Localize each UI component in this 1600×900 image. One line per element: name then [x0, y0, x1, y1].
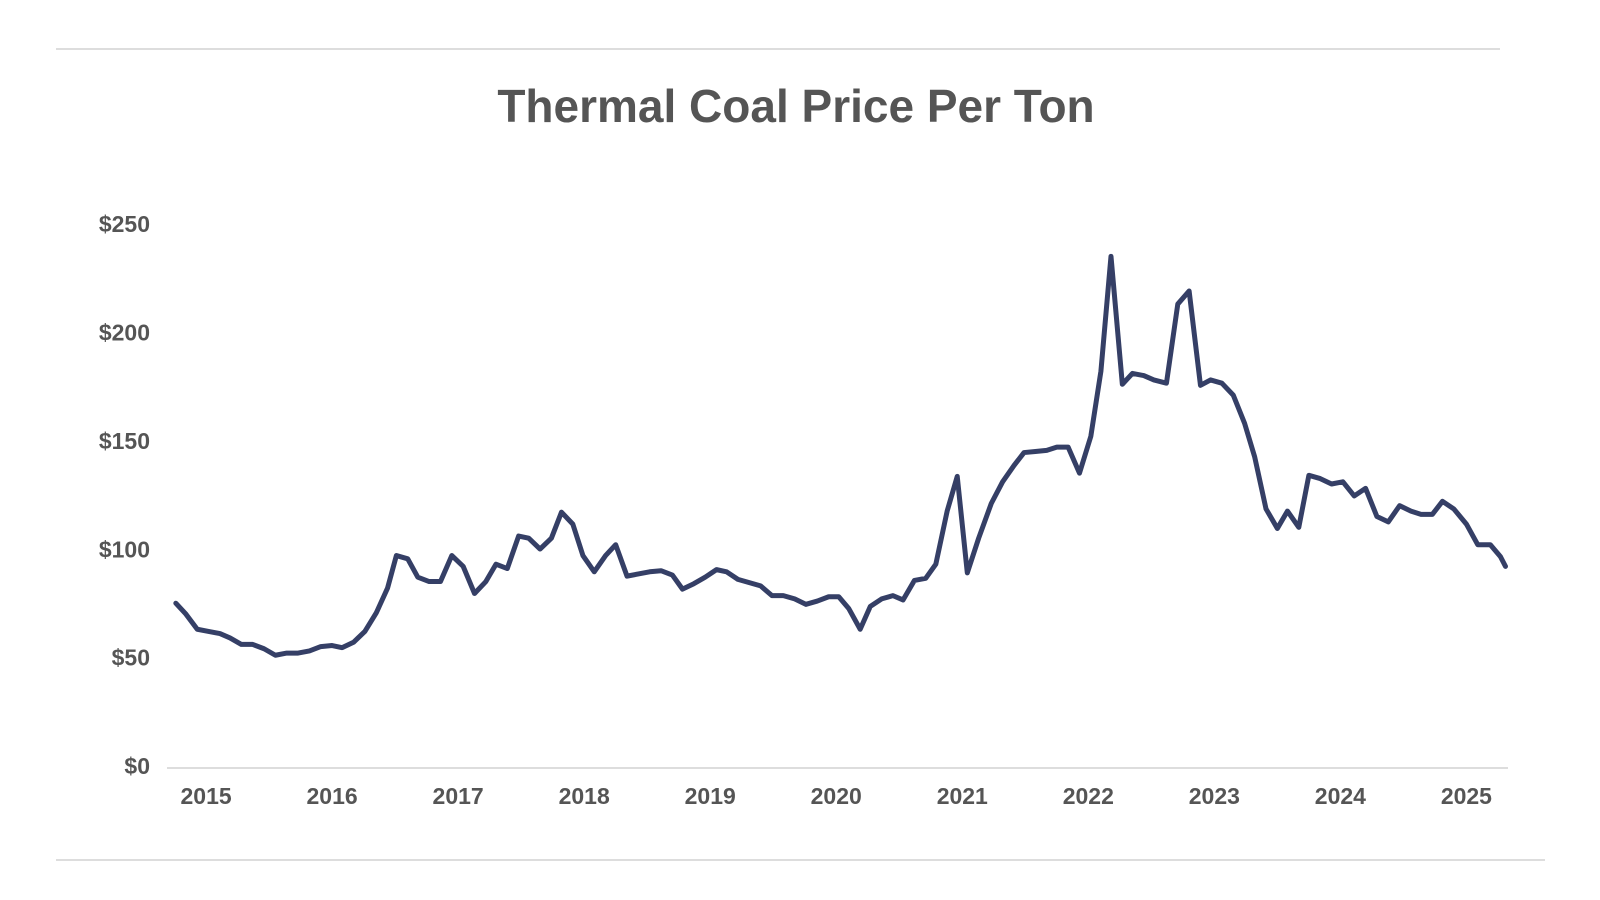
y-tick-label: $250 [99, 211, 150, 237]
y-tick-label: $200 [99, 319, 150, 345]
x-tick-label: 2021 [937, 783, 988, 809]
y-tick-label: $150 [99, 428, 150, 454]
y-tick-label: $0 [124, 753, 150, 779]
x-tick-label: 2017 [433, 783, 484, 809]
x-tick-label: 2016 [307, 783, 358, 809]
x-tick-label: 2025 [1441, 783, 1492, 809]
x-tick-label: 2024 [1315, 783, 1366, 809]
x-tick-label: 2015 [180, 783, 231, 809]
x-tick-label: 2019 [685, 783, 736, 809]
price-line [173, 253, 1508, 658]
x-tick-label: 2022 [1063, 783, 1114, 809]
x-tick-label: 2023 [1189, 783, 1240, 809]
y-tick-label: $50 [112, 645, 150, 671]
x-tick-label: 2020 [811, 783, 862, 809]
chart-title: Thermal Coal Price Per Ton [497, 80, 1094, 132]
y-tick-label: $100 [99, 536, 150, 562]
x-tick-label: 2018 [559, 783, 610, 809]
